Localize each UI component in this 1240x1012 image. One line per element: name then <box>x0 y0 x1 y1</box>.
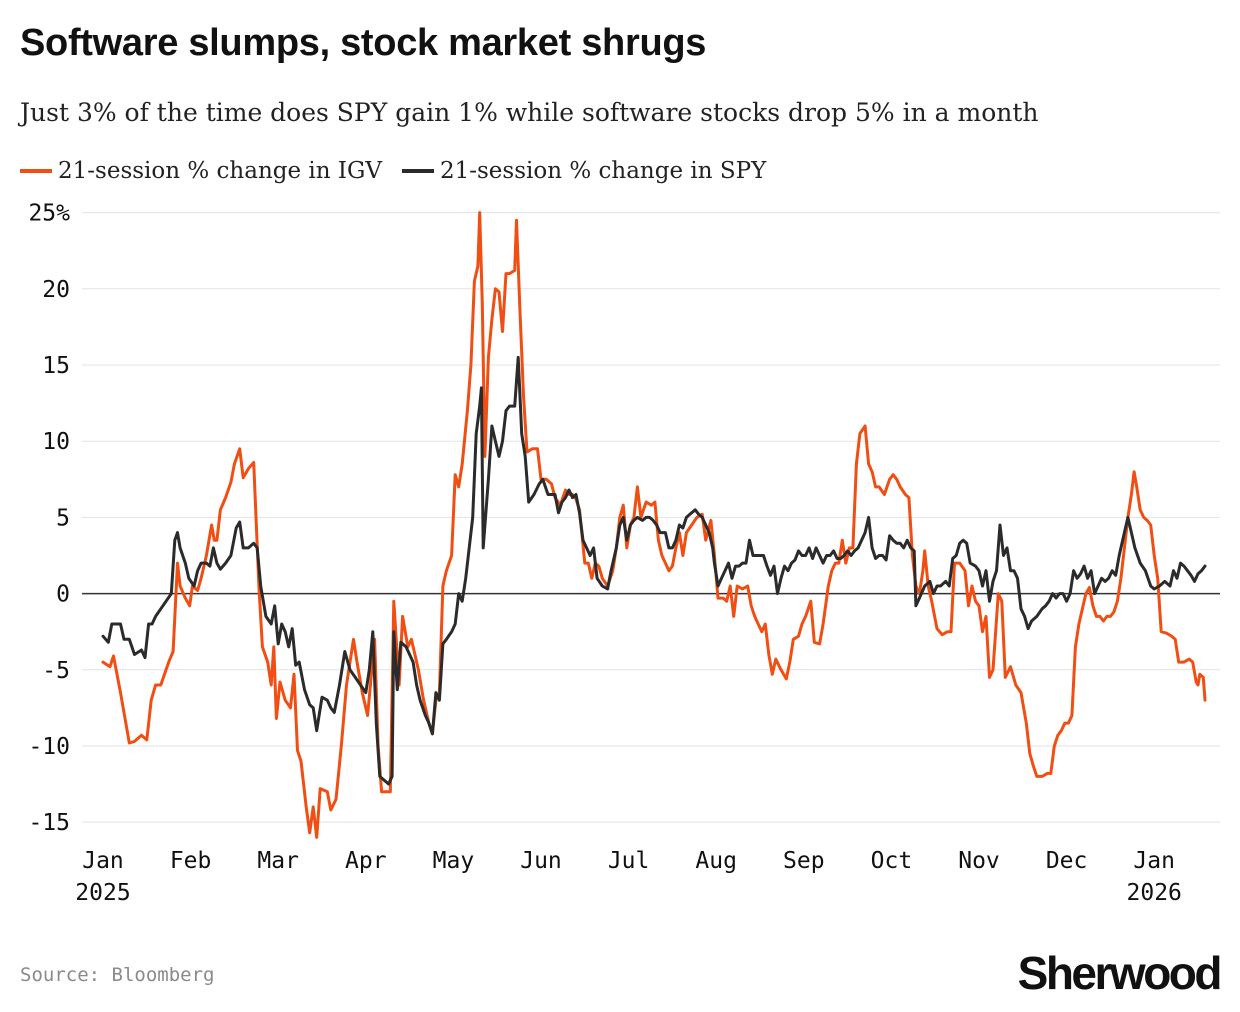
x-tick-year-label: 2025 <box>75 880 130 906</box>
x-tick-label: Aug <box>695 848 737 874</box>
y-tick-label: -5 <box>42 658 70 684</box>
chart-subtitle: Just 3% of the time does SPY gain 1% whi… <box>20 98 1039 127</box>
y-tick-label: 20 <box>42 277 70 303</box>
x-tick-label: Dec <box>1046 848 1088 874</box>
x-tick-label: Jul <box>608 848 650 874</box>
x-tick-label: Mar <box>257 848 299 874</box>
y-tick-label: -10 <box>28 734 70 760</box>
legend-item-igv: 21-session % change in IGV <box>20 158 382 184</box>
legend-swatch-igv <box>20 169 52 173</box>
y-tick-label: 15 <box>42 353 70 379</box>
x-tick-label: Jan <box>82 848 124 874</box>
source-note: Source: Bloomberg <box>20 964 215 986</box>
x-tick-label: May <box>433 848 475 874</box>
legend-swatch-spy <box>401 169 434 173</box>
x-tick-label: Feb <box>170 848 212 874</box>
y-tick-label: -15 <box>28 810 70 836</box>
x-tick-label: Oct <box>871 848 913 874</box>
x-tick-label: Nov <box>958 848 1000 874</box>
y-tick-label: 25% <box>28 201 70 227</box>
legend-item-spy: 21-session % change in SPY <box>401 158 767 184</box>
series-line-spy <box>101 355 1207 786</box>
x-tick-label: Apr <box>345 848 387 874</box>
legend: 21-session % change in IGV 21-session % … <box>20 158 786 184</box>
y-tick-label: 10 <box>42 429 70 455</box>
series-line-igv <box>101 211 1207 839</box>
x-tick-label: Jun <box>520 848 562 874</box>
legend-label-spy: 21-session % change in SPY <box>439 158 767 184</box>
brand-logo: Sherwood <box>1017 947 1223 999</box>
x-tick-label: Jan <box>1133 848 1175 874</box>
legend-label-igv: 21-session % change in IGV <box>58 158 382 184</box>
x-tick-year-label: 2026 <box>1127 880 1182 906</box>
y-tick-label: 0 <box>56 582 70 608</box>
x-tick-label: Sep <box>783 848 825 874</box>
chart-title: Software slumps, stock market shrugs <box>20 22 707 64</box>
y-tick-label: 5 <box>56 505 70 531</box>
